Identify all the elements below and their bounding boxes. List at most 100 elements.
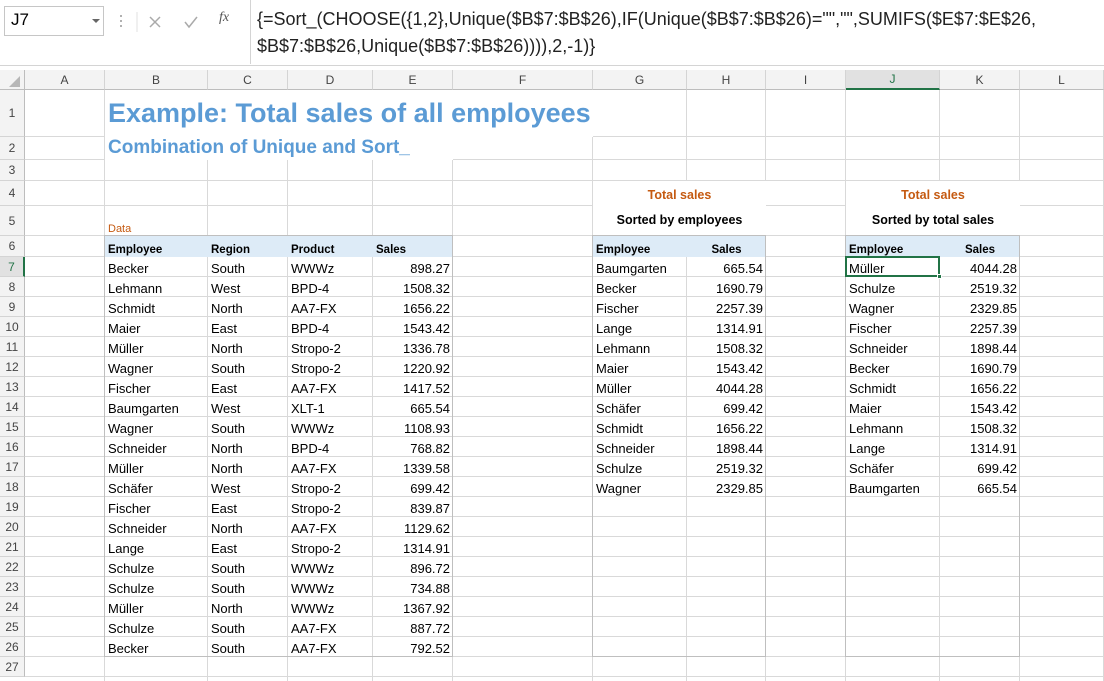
fx-button[interactable]: fx bbox=[219, 10, 230, 25]
text-cell[interactable]: East bbox=[211, 321, 238, 336]
column-title[interactable]: Sales bbox=[373, 236, 453, 257]
row-header[interactable]: 16 bbox=[0, 437, 25, 457]
column-title[interactable]: Product bbox=[288, 236, 373, 257]
employee-cell[interactable]: Schneider bbox=[849, 341, 908, 356]
sales-cell[interactable]: 792.52 bbox=[410, 641, 450, 656]
text-cell[interactable]: AA7-FX bbox=[291, 301, 337, 316]
text-cell[interactable]: WWWz bbox=[291, 561, 335, 576]
sales-cell[interactable]: 1508.32 bbox=[403, 281, 450, 296]
employee-cell[interactable]: Baumgarten bbox=[849, 481, 920, 496]
column-header[interactable]: L bbox=[1020, 70, 1104, 90]
text-cell[interactable]: Schulze bbox=[108, 561, 155, 576]
text-cell[interactable]: Wagner bbox=[108, 361, 154, 376]
sales-cell[interactable]: 4044.28 bbox=[970, 261, 1017, 276]
text-cell[interactable]: South bbox=[211, 621, 245, 636]
text-cell[interactable]: Stropo-2 bbox=[291, 481, 341, 496]
row-header[interactable]: 26 bbox=[0, 637, 25, 657]
sales-cell[interactable]: 699.42 bbox=[977, 461, 1017, 476]
text-cell[interactable]: North bbox=[211, 461, 243, 476]
row-header[interactable]: 5 bbox=[0, 206, 25, 236]
employee-cell[interactable]: Lehmann bbox=[849, 421, 904, 436]
row-header[interactable]: 14 bbox=[0, 397, 25, 417]
sales-cell[interactable]: 734.88 bbox=[410, 581, 450, 596]
text-cell[interactable]: WWWz bbox=[291, 601, 335, 616]
column-header[interactable]: J bbox=[846, 70, 940, 90]
row-header[interactable]: 13 bbox=[0, 377, 25, 397]
name-box[interactable]: J7 bbox=[4, 6, 104, 36]
text-cell[interactable]: South bbox=[211, 561, 245, 576]
sales-cell[interactable]: 2257.39 bbox=[970, 321, 1017, 336]
sales-cell[interactable]: 699.42 bbox=[723, 401, 763, 416]
text-cell[interactable]: Fischer bbox=[108, 381, 151, 396]
column-header[interactable]: E bbox=[373, 70, 453, 90]
text-cell[interactable]: Maier bbox=[108, 321, 141, 336]
row-header[interactable]: 6 bbox=[0, 236, 25, 257]
text-cell[interactable]: East bbox=[211, 501, 238, 516]
employee-cell[interactable]: Fischer bbox=[596, 301, 639, 316]
text-cell[interactable]: AA7-FX bbox=[291, 461, 337, 476]
sales-cell[interactable]: 665.54 bbox=[410, 401, 450, 416]
column-title[interactable]: Sales bbox=[687, 236, 766, 257]
text-cell[interactable]: Stropo-2 bbox=[291, 361, 341, 376]
sales-cell[interactable]: 896.72 bbox=[410, 561, 450, 576]
text-cell[interactable]: AA7-FX bbox=[291, 621, 337, 636]
text-cell[interactable]: South bbox=[211, 261, 245, 276]
employee-cell[interactable]: Baumgarten bbox=[596, 261, 667, 276]
text-cell[interactable]: North bbox=[211, 441, 243, 456]
column-title[interactable]: Employee bbox=[105, 236, 208, 257]
text-cell[interactable]: North bbox=[211, 301, 243, 316]
text-cell[interactable]: Stropo-2 bbox=[291, 341, 341, 356]
sales-cell[interactable]: 1898.44 bbox=[970, 341, 1017, 356]
row-header[interactable]: 23 bbox=[0, 577, 25, 597]
column-header[interactable]: I bbox=[766, 70, 846, 90]
name-box-dropdown[interactable] bbox=[90, 16, 102, 26]
column-header[interactable]: H bbox=[687, 70, 766, 90]
column-header[interactable]: C bbox=[208, 70, 288, 90]
row-header[interactable]: 7 bbox=[0, 257, 25, 277]
row-header[interactable]: 10 bbox=[0, 317, 25, 337]
text-cell[interactable]: Schneider bbox=[108, 521, 167, 536]
row-header[interactable]: 20 bbox=[0, 517, 25, 537]
text-cell[interactable]: AA7-FX bbox=[291, 381, 337, 396]
column-header[interactable]: B bbox=[105, 70, 208, 90]
employee-cell[interactable]: Schmidt bbox=[849, 381, 896, 396]
text-cell[interactable]: XLT-1 bbox=[291, 401, 325, 416]
sales-cell[interactable]: 1108.93 bbox=[403, 421, 450, 436]
sheet-subtitle[interactable]: Combination of Unique and Sort_ bbox=[105, 137, 453, 160]
row-header[interactable]: 18 bbox=[0, 477, 25, 497]
text-cell[interactable]: West bbox=[211, 481, 241, 496]
row-header[interactable]: 22 bbox=[0, 557, 25, 577]
text-cell[interactable]: Schulze bbox=[108, 581, 155, 596]
text-cell[interactable]: Stropo-2 bbox=[291, 501, 341, 516]
text-cell[interactable]: Wagner bbox=[108, 421, 154, 436]
column-header[interactable]: D bbox=[288, 70, 373, 90]
text-cell[interactable]: East bbox=[211, 381, 238, 396]
employee-cell[interactable]: Lange bbox=[849, 441, 886, 456]
text-cell[interactable]: Schäfer bbox=[108, 481, 153, 496]
employee-cell[interactable]: Fischer bbox=[849, 321, 892, 336]
sales-cell[interactable]: 2329.85 bbox=[970, 301, 1017, 316]
employee-cell[interactable]: Wagner bbox=[596, 481, 642, 496]
sales-cell[interactable]: 1508.32 bbox=[970, 421, 1017, 436]
sales-cell[interactable]: 2519.32 bbox=[970, 281, 1017, 296]
row-header[interactable]: 8 bbox=[0, 277, 25, 297]
sales-cell[interactable]: 1898.44 bbox=[716, 441, 763, 456]
sales-cell[interactable]: 1367.92 bbox=[403, 601, 450, 616]
text-cell[interactable]: South bbox=[211, 641, 245, 656]
sales-cell[interactable]: 1656.22 bbox=[716, 421, 763, 436]
text-cell[interactable]: West bbox=[211, 281, 241, 296]
row-header[interactable]: 19 bbox=[0, 497, 25, 517]
employee-cell[interactable]: Lehmann bbox=[596, 341, 651, 356]
text-cell[interactable]: Stropo-2 bbox=[291, 541, 341, 556]
sales-cell[interactable]: 665.54 bbox=[723, 261, 763, 276]
employee-cell[interactable]: Becker bbox=[596, 281, 637, 296]
sales-cell[interactable]: 1656.22 bbox=[403, 301, 450, 316]
sales-cell[interactable]: 2329.85 bbox=[716, 481, 763, 496]
employee-cell[interactable]: Schulze bbox=[849, 281, 896, 296]
employee-cell[interactable]: Wagner bbox=[849, 301, 895, 316]
formula-input[interactable]: {=Sort_(CHOOSE({1,2},Unique($B$7:$B$26),… bbox=[250, 0, 1104, 64]
employee-cell[interactable]: Schulze bbox=[596, 461, 643, 476]
column-header[interactable]: G bbox=[593, 70, 687, 90]
employee-cell[interactable]: Maier bbox=[596, 361, 629, 376]
row-header[interactable]: 24 bbox=[0, 597, 25, 617]
